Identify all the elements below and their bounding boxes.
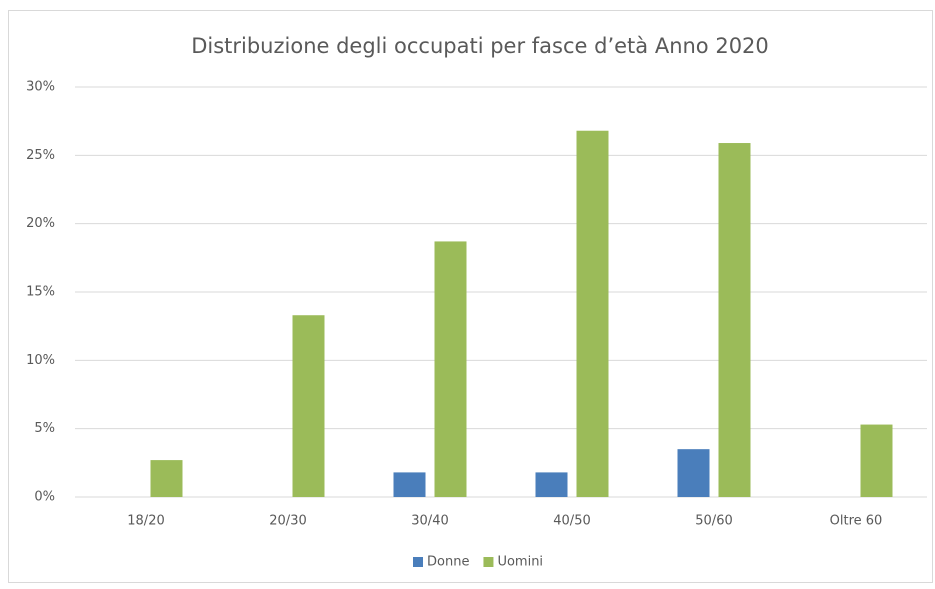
legend-swatch	[483, 557, 494, 567]
legend-label: Uomini	[497, 555, 543, 570]
chart-title: Distribuzione degli occupati per fasce d…	[191, 34, 769, 58]
y-tick-label: 30%	[26, 80, 55, 95]
bar	[434, 241, 467, 497]
bar	[535, 472, 568, 497]
bar	[393, 472, 426, 497]
bar	[860, 424, 893, 497]
y-tick-label: 20%	[26, 216, 55, 231]
legend-label: Donne	[427, 555, 469, 570]
y-tick-label: 25%	[26, 148, 55, 163]
x-tick-label: 20/30	[269, 514, 306, 529]
y-tick-label: 0%	[34, 490, 55, 505]
bar	[292, 315, 325, 497]
legend-swatch	[413, 557, 423, 567]
y-tick-label: 5%	[34, 421, 55, 436]
y-tick-label: 10%	[26, 353, 55, 368]
x-tick-label: Oltre 60	[830, 514, 883, 529]
x-tick-label: 30/40	[411, 514, 448, 529]
x-tick-label: 18/20	[127, 514, 164, 529]
x-tick-label: 40/50	[553, 514, 590, 529]
bar	[718, 143, 751, 498]
y-tick-label: 15%	[26, 285, 55, 300]
bar	[677, 449, 710, 497]
x-tick-label: 50/60	[695, 514, 732, 529]
bar	[576, 130, 609, 497]
bar	[150, 460, 183, 497]
